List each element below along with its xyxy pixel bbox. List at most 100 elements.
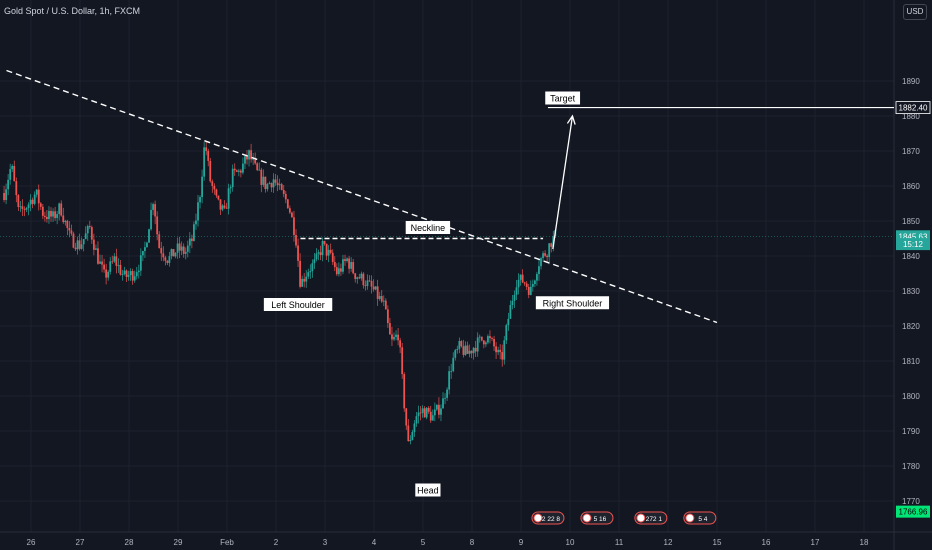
candle-body (160, 248, 163, 254)
candle-body (152, 204, 154, 210)
annotation-text: Target (550, 94, 576, 104)
candle-body (386, 309, 389, 324)
y-tick-label: 1880 (902, 112, 920, 121)
currency-button[interactable]: USD (903, 4, 927, 20)
candle-body (458, 340, 461, 349)
event-marker: 5 16 (580, 511, 614, 525)
price-axis-label-text: 1882.40 (899, 104, 928, 113)
candle-body (162, 253, 165, 258)
candle-body (176, 243, 179, 253)
price-axis-label: 15:12 (896, 238, 930, 251)
x-tick-label: 26 (27, 538, 36, 547)
candle-body (231, 168, 234, 188)
candle-body (329, 249, 332, 253)
candle-body (248, 150, 250, 160)
x-tick-label: 16 (762, 538, 771, 547)
candle-body (154, 204, 157, 217)
candle-body (62, 215, 65, 223)
candle-body (178, 243, 181, 251)
event-marker: 272 1 (634, 511, 668, 525)
annotation-text: Right Shoulder (543, 298, 603, 308)
candle-body (313, 259, 316, 264)
candle-body (29, 199, 32, 205)
target-arrow-head (566, 114, 576, 125)
candle-body (344, 259, 346, 262)
candle-body (301, 278, 304, 287)
candle-body (442, 398, 444, 409)
candle-body (260, 169, 263, 185)
candle-body (327, 249, 330, 256)
candle-body (35, 189, 38, 195)
candle-body (403, 374, 406, 409)
candle-body (399, 340, 402, 348)
candle-body (139, 255, 142, 271)
candle-body (480, 336, 483, 341)
candle-body (272, 179, 275, 188)
candle-body (511, 300, 514, 306)
candle-body (435, 404, 438, 410)
price-axis-label: 1882.40 (895, 101, 931, 114)
price-axis-label-box (896, 505, 930, 518)
annotation-text: Head (417, 486, 439, 496)
candle-body (25, 208, 28, 210)
candle-body (421, 408, 424, 413)
candle-body (303, 278, 306, 282)
annotation-label: Neckline (405, 221, 451, 234)
candle-body (17, 195, 20, 207)
candle-body (250, 150, 252, 160)
candle-body (268, 183, 271, 185)
candle-body (444, 397, 446, 399)
candle-body (395, 334, 397, 337)
candle-body (282, 189, 285, 194)
candle-body (527, 286, 530, 295)
candle-body (491, 338, 493, 340)
candle-body (315, 253, 318, 260)
candle-body (419, 412, 422, 414)
y-tick-label: 1840 (902, 252, 920, 261)
candle-body (438, 404, 440, 415)
x-tick-label: 5 (421, 538, 426, 547)
event-marker: 5 4 (683, 511, 717, 525)
candle-body (95, 248, 97, 250)
candle-body (533, 280, 536, 285)
candle-body (360, 273, 363, 279)
annotation-box (535, 296, 610, 310)
candle-body (411, 432, 414, 440)
candle-body (372, 286, 375, 290)
candle-body (213, 185, 216, 190)
candle-body (552, 236, 555, 247)
flag-icon (685, 513, 695, 523)
candle-body (417, 412, 420, 417)
candle-body (82, 239, 85, 245)
candle-body (27, 204, 30, 209)
candle-body (470, 350, 473, 354)
candle-body (117, 264, 120, 266)
candle-body (352, 262, 355, 274)
candle-body (5, 189, 7, 200)
candle-body (105, 269, 108, 278)
candle-body (362, 273, 365, 286)
candle-body (86, 226, 89, 234)
candle-body (246, 156, 248, 160)
x-tick-label: Feb (220, 538, 234, 547)
candle-body (23, 208, 26, 210)
candle-body (474, 347, 477, 352)
candle-body (123, 270, 126, 275)
candle-body (482, 340, 485, 345)
candle-body (356, 277, 359, 279)
candle-body (358, 277, 361, 279)
candle-body (127, 275, 130, 277)
candle-body (323, 241, 326, 244)
x-tick-label: 17 (811, 538, 820, 547)
candle-body (70, 230, 73, 234)
candle-body (115, 256, 118, 266)
candle-body (407, 425, 410, 442)
candle-body (227, 188, 230, 209)
price-axis-label: 1766.96 (896, 505, 930, 518)
candle-body (389, 323, 391, 335)
candle-body (397, 334, 399, 341)
candle-body (186, 245, 189, 252)
candle-body (195, 220, 197, 225)
